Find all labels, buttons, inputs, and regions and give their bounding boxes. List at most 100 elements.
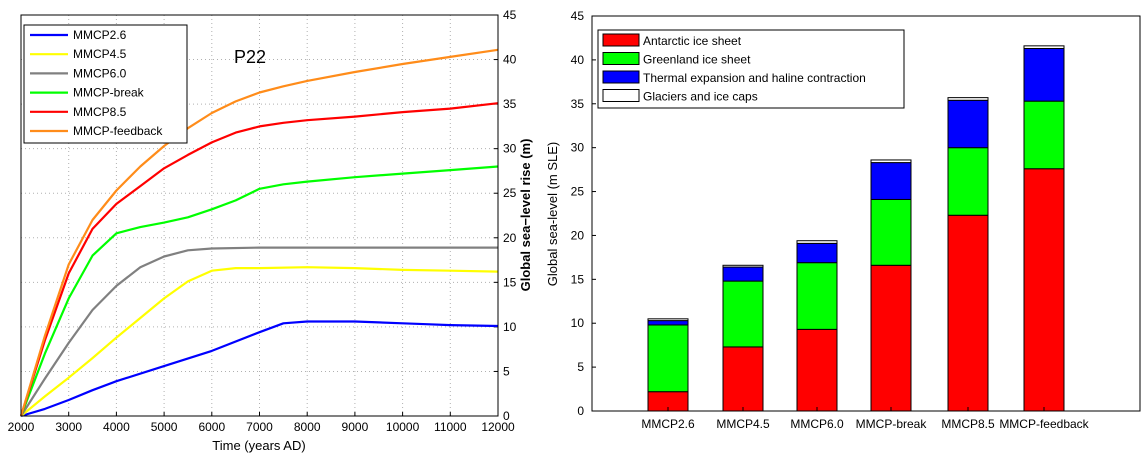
y-tick-label: 35 [571, 97, 585, 111]
plot-frame [20, 14, 499, 417]
y-tick-label: 45 [571, 9, 585, 23]
y-tick-label: 45 [503, 8, 517, 22]
chart-annotation: P22 [234, 47, 266, 67]
bar-segment-greenland-ice-sheet [1023, 100, 1065, 170]
y-tick-label: 30 [503, 142, 517, 156]
x-tick-label: MMCP-break [856, 417, 928, 431]
y-tick-label: 10 [571, 316, 585, 330]
bar-segment-glaciers-and-ice-caps [870, 159, 912, 164]
legend-label: MMCP-break [73, 86, 145, 100]
x-tick-label: 9000 [342, 420, 369, 434]
bar-segment-antarctic-ice-sheet [722, 346, 764, 412]
x-tick-label: 3000 [55, 420, 82, 434]
y-tick-label: 10 [503, 320, 517, 334]
y-tick-label: 20 [503, 231, 517, 245]
bar-segment-glaciers-and-ice-caps [947, 97, 989, 101]
legend-label: Antarctic ice sheet [643, 34, 742, 48]
x-tick-label: 8000 [294, 420, 321, 434]
x-tick-label: 4000 [103, 420, 130, 434]
bar-segment-glaciers-and-ice-caps [722, 264, 764, 268]
x-tick-label: 11000 [434, 420, 467, 434]
bar-segment-greenland-ice-sheet [647, 324, 689, 393]
series-line-mmcp8-5 [19, 102, 499, 417]
legend-entries: Antarctic ice sheet Greenland ice sheet Th… [602, 33, 866, 104]
y-tick-label: 5 [503, 364, 510, 378]
x-tick-labels: 2000 3000 4000 5000 6000 7000 8000 9000 10000 110… [8, 420, 515, 434]
bar-segment-thermal-expansion-and-haline-contraction [870, 162, 912, 200]
bar-segment-antarctic-ice-sheet [1023, 168, 1065, 412]
legend: Antarctic ice sheet Greenland ice sheet Th… [597, 29, 905, 109]
legend-label: MMCP6.0 [73, 66, 127, 80]
x-tick-label: 5000 [151, 420, 178, 434]
legend-label: Greenland ice sheet [643, 53, 751, 67]
legend-label: Glaciers and ice caps [643, 90, 758, 104]
bar-segment-greenland-ice-sheet [870, 198, 912, 266]
bar-segment-antarctic-ice-sheet [796, 328, 838, 412]
y-tick-label: 0 [503, 409, 510, 423]
y-tick-label: 15 [503, 275, 517, 289]
legend-label: MMCP4.5 [73, 47, 127, 61]
x-tick-labels: MMCP2.6 MMCP4.5 MMCP6.0 MMCP-break MMCP8.5 MM… [641, 407, 1090, 431]
x-tick-label: 10000 [386, 420, 420, 434]
y-tick-labels: 0 5 10 15 20 25 30 35 40 45 [503, 8, 517, 423]
bar-segment-thermal-expansion-and-haline-contraction [947, 99, 989, 149]
y-tick-labels: 0 5 10 15 20 25 30 35 40 45 [571, 9, 596, 418]
legend-label: Thermal expansion and haline contraction [643, 71, 866, 85]
y-tick-label: 25 [571, 185, 585, 199]
y-axis-label: Global sea−level rise (m) [518, 139, 533, 292]
y-tick-label: 15 [571, 272, 585, 286]
bar-segment-glaciers-and-ice-caps [647, 318, 689, 322]
y-tick-label: 40 [503, 53, 517, 67]
bar-segment-greenland-ice-sheet [947, 147, 989, 216]
legend-box [23, 24, 188, 144]
x-tick-label: 2000 [8, 420, 35, 434]
series-line-mmcp6-0 [20, 246, 498, 417]
y-tick-label: 25 [503, 186, 517, 200]
bar-segment-thermal-expansion-and-haline-contraction [796, 242, 838, 264]
x-tick-label: 12000 [481, 420, 515, 434]
bar-segment-thermal-expansion-and-haline-contraction [722, 266, 764, 282]
bar-segment-antarctic-ice-sheet [947, 214, 989, 412]
bar-segment-glaciers-and-ice-caps [1023, 45, 1065, 49]
legend-swatch [602, 70, 640, 84]
y-tick-label: 20 [571, 228, 585, 242]
legend-swatch [602, 89, 640, 102]
x-axis-label: Time (years AD) [212, 438, 305, 453]
y-tick-label: 30 [571, 141, 585, 155]
legend-label: MMCP8.5 [73, 105, 127, 119]
x-tick-label: MMCP8.5 [941, 417, 995, 431]
bar-segment-greenland-ice-sheet [722, 280, 764, 348]
x-tick-label: 7000 [246, 420, 273, 434]
y-tick-label: 5 [577, 360, 584, 374]
legend-box [597, 29, 905, 109]
stacked-bars [647, 45, 1065, 412]
legend: MMCP2.6 MMCP4.5 MMCP6.0 MMCP-break MMCP8.5 MM… [23, 24, 188, 144]
x-tick-label: MMCP2.6 [641, 417, 695, 431]
series-line-mmcp2-6 [20, 320, 499, 418]
legend-swatch [602, 33, 640, 47]
series-line-mmcp4-5 [20, 266, 499, 417]
series-line-mmcp-break [19, 165, 499, 417]
legend-label: MMCP2.6 [73, 28, 127, 42]
bar-segment-thermal-expansion-and-haline-contraction [647, 320, 689, 326]
legend-label: MMCP-feedback [73, 124, 163, 138]
grid [20, 14, 499, 417]
y-tick-label: 0 [577, 404, 584, 418]
bar-segment-thermal-expansion-and-haline-contraction [1023, 47, 1065, 102]
legend-entries: MMCP2.6 MMCP4.5 MMCP6.0 MMCP-break MMCP8.5 MM… [30, 28, 163, 138]
bar-segment-glaciers-and-ice-caps [796, 240, 838, 244]
series-lines [19, 48, 499, 418]
sea-level-stacked-bar-chart: 0 5 10 15 20 25 30 35 40 45 MMCP2.6 MMCP4.5 MMCP6.0… [545, 9, 1141, 431]
x-tick-label: MMCP-feedback [999, 417, 1089, 431]
x-tick-label: MMCP4.5 [716, 417, 770, 431]
bar-segment-antarctic-ice-sheet [870, 264, 912, 412]
x-tick-label: MMCP6.0 [790, 417, 844, 431]
series-line-mmcp-feedback [19, 48, 499, 417]
x-tick-label: 6000 [198, 420, 225, 434]
y-axis-label: Global sea-level (m SLE) [545, 142, 560, 287]
y-tick-label: 40 [571, 53, 585, 67]
bar-segment-greenland-ice-sheet [796, 262, 838, 330]
sea-level-line-chart: 2000 3000 4000 5000 6000 7000 8000 9000 10000 110… [8, 8, 533, 453]
legend-swatch [602, 52, 640, 65]
y-tick-label: 35 [503, 97, 517, 111]
